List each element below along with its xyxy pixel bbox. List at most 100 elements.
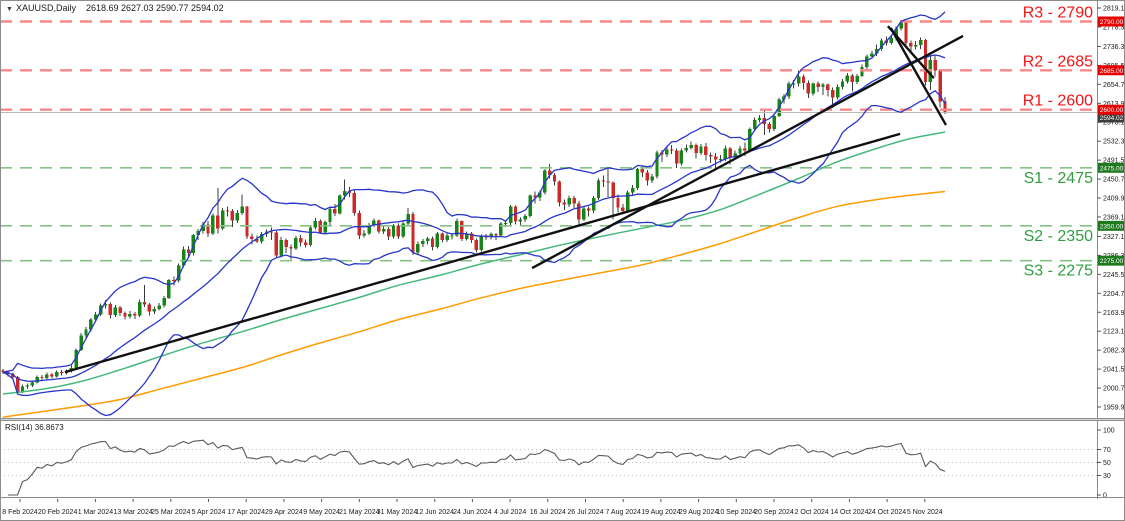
candle-body <box>835 86 840 98</box>
candle-body <box>201 224 205 231</box>
candle-body <box>728 148 732 158</box>
symbol-timeframe-label: XAUUSD,Daily <box>15 3 76 13</box>
price-axis[interactable] <box>1097 0 1125 499</box>
candle-body <box>191 235 196 254</box>
candle-body <box>421 241 425 244</box>
candle-body <box>84 329 88 336</box>
candle-body <box>855 75 859 82</box>
candle-body <box>572 197 576 204</box>
candle-body <box>35 377 39 383</box>
price-tick-label: 1959.90 <box>1103 404 1125 411</box>
candle-body <box>557 181 562 203</box>
candle-body <box>382 229 386 232</box>
date-label: 19 Aug 2024 <box>641 509 680 516</box>
candle-body <box>743 148 747 151</box>
candle-body <box>601 180 606 182</box>
rsi-tick-label: 30 <box>1103 473 1111 480</box>
candle-body <box>894 28 898 39</box>
candle-body <box>425 238 430 242</box>
candle-body <box>20 386 25 392</box>
candle-body <box>757 118 762 120</box>
trendline-uptrend-steep[interactable] <box>531 34 964 270</box>
candle-body <box>152 308 157 312</box>
candle-body <box>362 233 366 236</box>
price-tick-label: 2654.70 <box>1103 82 1125 89</box>
candle-body <box>372 220 376 226</box>
candle-body <box>50 374 54 377</box>
candle-body <box>128 314 132 317</box>
candle-body <box>806 82 811 94</box>
date-label: 25 Mar 2024 <box>151 509 190 516</box>
trendline-downtrend-short-b[interactable] <box>889 27 948 126</box>
price-tick-label: 2819.10 <box>1103 5 1125 12</box>
price-axis-scale[interactable]: 2819.102778.302736.302695.502654.702613.… <box>1097 0 1125 500</box>
candle-body <box>816 83 820 87</box>
price-tick-label: 2204.70 <box>1103 291 1125 298</box>
candle-body <box>606 181 610 183</box>
candle-body <box>113 307 117 315</box>
candle-body <box>118 307 122 314</box>
candle-body <box>713 156 718 160</box>
candle-body <box>269 231 274 233</box>
candle-body <box>240 206 244 213</box>
candle-body <box>591 197 596 211</box>
candle-body <box>552 175 557 182</box>
candle-body <box>230 210 235 221</box>
collapse-chart-icon[interactable]: ▼ <box>6 6 13 13</box>
price-tick-label: 2532.30 <box>1103 139 1125 146</box>
candle-body <box>323 222 327 233</box>
candle-body <box>108 303 113 315</box>
main-rsi-divider[interactable] <box>0 418 1125 421</box>
level-badge-R3 <box>1098 16 1125 27</box>
level-badge-S3-text: 2275.00 <box>1100 258 1124 265</box>
level-badge-S2 <box>1098 220 1125 231</box>
time-axis[interactable] <box>0 499 1097 521</box>
level-badge-R3-text: 2790.00 <box>1100 19 1124 26</box>
sma100-line <box>2 131 946 395</box>
rsi-panel[interactable] <box>0 439 1097 496</box>
price-tick-label: 2369.10 <box>1103 214 1125 221</box>
candle-body <box>455 221 459 236</box>
level-badge-R2 <box>1098 65 1125 76</box>
candle-body <box>748 129 752 151</box>
candle-body <box>284 240 288 248</box>
candle-body <box>874 48 879 54</box>
candle-body <box>294 237 298 249</box>
date-label: 5 Nov 2024 <box>907 509 943 516</box>
candle-body <box>582 208 586 220</box>
candle-body <box>538 192 542 198</box>
level-badge-R1 <box>1098 104 1125 115</box>
price-tick-label: 2491.50 <box>1103 158 1125 165</box>
candle-body <box>206 224 210 234</box>
level-badge-R1-text: 2600.00 <box>1100 107 1124 114</box>
candle-body <box>679 150 684 164</box>
price-tick-label: 2245.50 <box>1103 272 1125 279</box>
candle-body <box>460 221 464 239</box>
candle-body <box>523 216 527 220</box>
candle-body <box>635 169 640 189</box>
level-label-R1: R1 - 2600 <box>1023 93 1093 110</box>
time-axis-scale[interactable]: 8 Feb 2024 20 Feb 2024 1 Mar 2024 13 Mar 20… <box>2 499 943 516</box>
trendline-uptrend-major[interactable] <box>64 132 901 374</box>
price-tick-label: 2123.10 <box>1103 329 1125 336</box>
candle-body <box>567 197 571 205</box>
candle-body <box>547 170 552 176</box>
candle-body <box>630 188 635 193</box>
rsi-line <box>7 439 946 496</box>
candle-body <box>626 192 630 211</box>
date-label: 2 Oct 2024 <box>795 509 829 516</box>
candle-body <box>752 119 757 130</box>
price-tick-label: 2163.90 <box>1103 310 1125 317</box>
candle-body <box>396 225 401 237</box>
candle-body <box>430 238 435 248</box>
candle-body <box>694 145 698 153</box>
candle-body <box>889 38 894 43</box>
candle-body <box>342 191 347 196</box>
candle-body <box>801 76 806 83</box>
candle-body <box>274 232 279 256</box>
main-chart-panel[interactable] <box>0 11 1097 418</box>
candle-body <box>450 235 454 237</box>
date-label: 5 Apr 2024 <box>192 509 226 516</box>
